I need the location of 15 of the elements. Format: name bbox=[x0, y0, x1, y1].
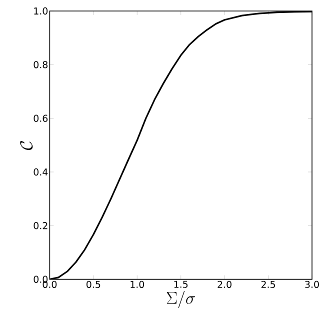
y-tick-label: 0.6 bbox=[34, 114, 48, 122]
x-tick-label: 0.5 bbox=[86, 280, 100, 288]
x-tick-label: 2.0 bbox=[218, 280, 232, 288]
y-tick-label: 1.0 bbox=[34, 7, 48, 15]
x-axis-title: $\Sigma/\sigma$ bbox=[166, 290, 195, 308]
x-tick-label: 3.0 bbox=[305, 280, 319, 288]
y-tick-label: 0.8 bbox=[34, 61, 48, 68]
y-tick-label: 0.0 bbox=[34, 276, 48, 283]
x-tick-label: 1.0 bbox=[130, 280, 144, 288]
x-tick-label: 2.5 bbox=[261, 280, 275, 288]
y-tick-label: 0.2 bbox=[34, 222, 48, 230]
x-tick-label: 1.5 bbox=[174, 280, 188, 288]
y-tick-label: 0.4 bbox=[34, 168, 48, 176]
y-axis-title: $\mathcal{C}$ bbox=[20, 140, 33, 150]
x-tick-label: 0.0 bbox=[42, 280, 57, 288]
